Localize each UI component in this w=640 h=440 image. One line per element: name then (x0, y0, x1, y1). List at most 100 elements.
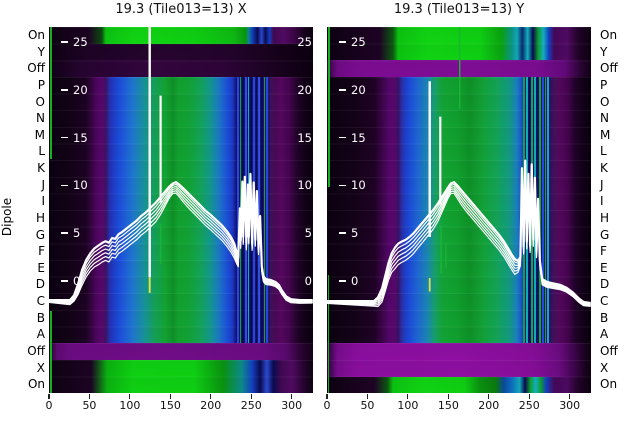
x-axis-tick-label: 200 (200, 399, 222, 412)
dipole-row-label: On (27, 28, 45, 42)
value-tick-label: 15 (61, 131, 88, 145)
value-tick-dash (61, 41, 68, 43)
x-axis-tick-label: 250 (240, 399, 262, 412)
value-tick-number: 25 (73, 35, 88, 50)
edge-anomaly-line (327, 275, 330, 393)
dipole-row-label: F (600, 244, 607, 259)
value-tick-dash (339, 89, 346, 91)
x-axis-tick-label: 50 (360, 399, 375, 412)
x-axis-tick (210, 394, 212, 399)
value-tick-label-right: 0 (304, 274, 312, 288)
edge-anomaly-line (49, 27, 52, 159)
dipole-row-label: X (36, 360, 45, 375)
right-panel-title: 19.3 (Tile013=13) Y (393, 2, 525, 17)
dipole-row-label: O (600, 94, 610, 109)
dipole-row-label: J (600, 177, 604, 192)
heatmap-rows-off-x-bottom (327, 343, 591, 377)
value-tick-label: 20 (339, 83, 366, 97)
heatmap-row-off-top (49, 60, 313, 77)
value-tick-label-right: 5 (304, 226, 312, 241)
dipole-row-label: N (600, 111, 609, 126)
dipole-row-label: On (600, 377, 618, 392)
value-tick-dash (61, 89, 68, 91)
dipole-curve-main (49, 172, 313, 302)
value-tick-dash (339, 280, 346, 282)
dipole-row-label: P (600, 77, 608, 92)
dipole-row-label: I (600, 194, 604, 209)
value-tick-label: 10 (61, 178, 88, 192)
heatmap-row-off-bottom (49, 343, 313, 360)
x-axis-tick-label: 50 (82, 399, 97, 412)
heatmap-panel-y: 25 20 15 10 5 0 (327, 27, 591, 393)
dipole-row-label: P (37, 77, 45, 92)
value-tick-dash (61, 232, 68, 234)
dipole-row-label: A (600, 327, 609, 342)
value-tick-number: 10 (73, 178, 88, 193)
dipole-row-label: D (35, 277, 45, 292)
value-tick-label: 5 (61, 226, 80, 240)
x-axis-tick-label: 0 (45, 399, 53, 412)
value-tick-label-right: 15 (297, 130, 312, 145)
heatmap-bandpass-rows (49, 76, 313, 344)
rfi-stripe (547, 76, 549, 344)
x-axis-tick (291, 394, 293, 399)
dipole-row-label: E (600, 260, 608, 275)
x-axis-tick (326, 394, 328, 399)
dipole-row-label: On (27, 377, 45, 392)
x-axis-tick (569, 394, 571, 399)
dipole-row-label: L (600, 144, 607, 159)
dipole-row-label: K (600, 161, 608, 175)
dipole-row-label: Off (27, 343, 45, 358)
left-panel-title: 19.3 (Tile013=13) X (115, 2, 247, 17)
x-axis-tick-label: 300 (281, 399, 303, 412)
x-axis-tick-label: 300 (559, 399, 581, 412)
rfi-stripe (264, 76, 265, 344)
dipole-row-label: H (35, 210, 45, 225)
dipole-curves-x (49, 27, 313, 306)
heatmap-row-y (49, 43, 313, 61)
rfi-stripe (261, 76, 263, 344)
dipole-row-label: I (41, 194, 45, 209)
x-axis-tick (250, 394, 252, 399)
heatmap-row-on-bottom (327, 376, 591, 393)
value-tick-label: 10 (339, 178, 366, 192)
dipole-row-label: Off (600, 343, 618, 358)
x-axis-tick (528, 394, 530, 399)
x-axis-tick (88, 394, 91, 399)
value-tick-dash (339, 136, 346, 139)
edge-anomaly-line (327, 27, 330, 187)
heatmap-row-on-top (49, 27, 313, 44)
value-tick-number: 5 (73, 226, 81, 241)
value-tick-label: 25 (61, 35, 88, 49)
value-tick-dash (339, 41, 346, 43)
dipole-row-label: E (37, 260, 45, 275)
dipole-row-label: D (600, 277, 610, 292)
rfi-stripe (237, 76, 239, 344)
left-dipole-axis: On Y Off P O N M L K J I H G F E D C B A Off X On (0, 27, 45, 393)
dipole-row-label: N (36, 111, 45, 126)
dipole-row-label: F (38, 244, 45, 259)
rfi-stripe (545, 76, 546, 344)
dipole-row-label: O (35, 94, 45, 109)
heatmap-panel-x: 25 25 20 20 15 15 10 10 5 5 0 0 (49, 27, 313, 393)
value-tick-label: 15 (339, 131, 366, 145)
value-tick-number: 15 (73, 130, 88, 145)
x-axis-tick (488, 394, 490, 399)
x-axis-tick-label: 250 (518, 399, 540, 412)
dipole-row-label: M (600, 127, 611, 142)
value-tick-dash (61, 184, 68, 187)
x-axis-tick-label: 150 (159, 399, 181, 412)
x-axis-tick-label: 0 (323, 399, 331, 412)
value-tick-label: 25 (339, 35, 366, 49)
dipole-row-label: G (35, 227, 45, 242)
x-axis-tick-label: 100 (397, 399, 419, 412)
heatmap-row-texture (49, 27, 313, 393)
dipole-row-label: X (600, 360, 609, 375)
value-tick-label-right: 20 (297, 82, 312, 97)
dipole-row-label: B (600, 310, 609, 325)
rfi-stripe (258, 76, 260, 344)
value-tick-label: 0 (339, 274, 358, 288)
dipole-row-label: C (600, 294, 609, 308)
rfi-stripe (266, 76, 268, 344)
